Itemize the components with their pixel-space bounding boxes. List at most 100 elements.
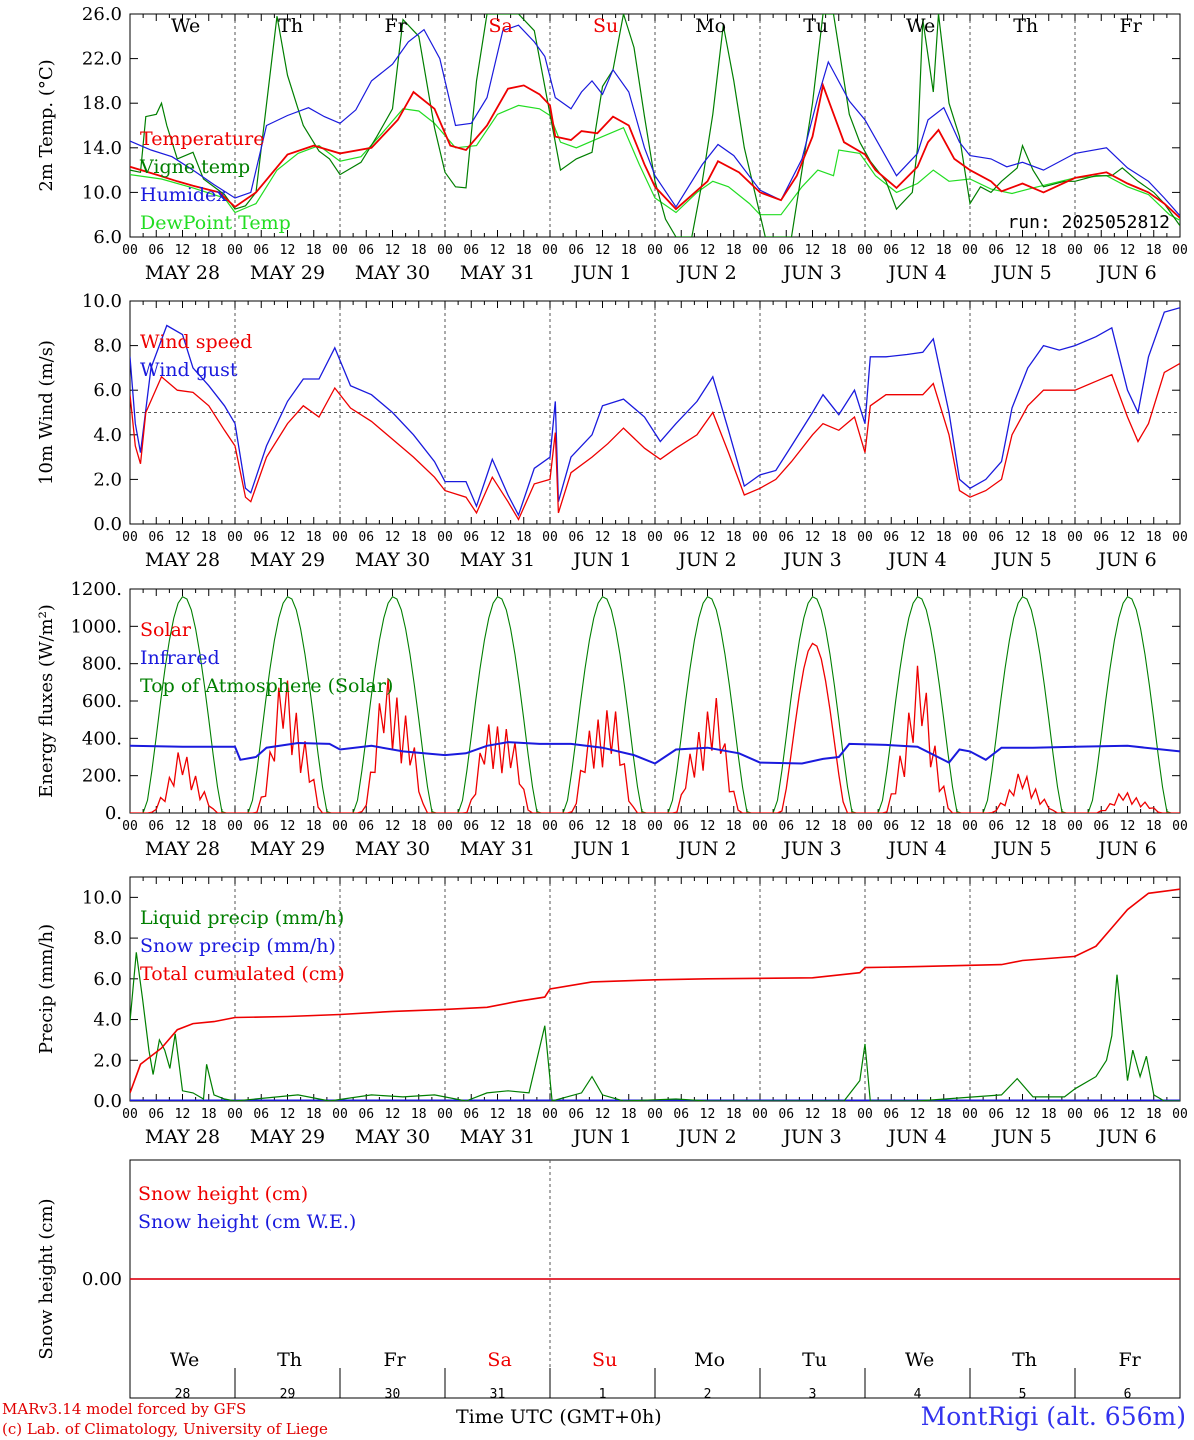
day-number: 5 [1019, 1387, 1027, 1402]
hour-label: 06 [568, 819, 584, 834]
hour-label: 12 [805, 530, 821, 545]
hour-label: 12 [595, 243, 611, 258]
run-annotation: run: 2025052812 [1007, 212, 1170, 233]
day-number: 3 [809, 1387, 817, 1402]
hour-label: 00 [122, 530, 138, 545]
hour-label: 06 [883, 819, 899, 834]
hour-label: 06 [358, 530, 374, 545]
hour-label: 00 [647, 1107, 663, 1122]
hour-label: 12 [280, 243, 296, 258]
hour-label: 12 [700, 243, 716, 258]
day-number: 2 [704, 1387, 712, 1402]
day-name: Th [278, 15, 303, 37]
hour-label: 00 [542, 530, 558, 545]
hour-label: 18 [726, 1107, 742, 1122]
y-tick-label: 22.0 [82, 49, 122, 70]
hour-label: 12 [385, 530, 401, 545]
legend-entry: Snow height (cm) [138, 1183, 308, 1205]
date-label: JUN 1 [571, 549, 631, 571]
hour-label: 00 [332, 1107, 348, 1122]
hour-label: 12 [1015, 819, 1031, 834]
hour-label: 18 [1041, 243, 1057, 258]
y-tick-label: 2.0 [93, 1050, 122, 1071]
hour-label: 18 [1041, 1107, 1057, 1122]
date-label: MAY 28 [145, 1126, 220, 1148]
y-tick-label: 400. [82, 728, 122, 749]
y-tick-label: 6.0 [93, 969, 122, 990]
hour-label: 00 [437, 819, 453, 834]
hour-label: 00 [647, 243, 663, 258]
hour-label: 18 [306, 243, 322, 258]
hour-label: 18 [936, 1107, 952, 1122]
y-tick-label: 18.0 [82, 93, 122, 114]
day-name: Th [1012, 1349, 1037, 1371]
day-number: 28 [175, 1387, 191, 1402]
hour-label: 06 [673, 1107, 689, 1122]
hour-label: 18 [1146, 530, 1162, 545]
date-label: JUN 4 [886, 549, 946, 571]
hour-label: 00 [437, 530, 453, 545]
hour-label: 06 [1093, 1107, 1109, 1122]
hour-label: 12 [1120, 243, 1136, 258]
hour-label: 12 [385, 1107, 401, 1122]
hour-label: 18 [621, 530, 637, 545]
hour-label: 12 [700, 530, 716, 545]
series-humidex [130, 24, 1180, 217]
model-credit: MARv3.14 model forced by GFS [2, 1400, 247, 1418]
date-label: MAY 28 [145, 262, 220, 284]
date-label: JUN 2 [676, 262, 736, 284]
hour-label: 12 [385, 819, 401, 834]
legend-entry: Snow precip (mm/h) [140, 935, 336, 957]
series-wind-speed [130, 362, 1180, 521]
hour-label: 00 [857, 530, 873, 545]
date-label: JUN 5 [991, 262, 1051, 284]
hour-label: 12 [595, 819, 611, 834]
hour-label: 06 [463, 819, 479, 834]
hour-label: 12 [805, 1107, 821, 1122]
y-tick-label: 14.0 [82, 138, 122, 159]
series-total-cumulated [130, 888, 1180, 1094]
hour-label: 12 [595, 1107, 611, 1122]
hour-label: 18 [1146, 243, 1162, 258]
hour-label: 00 [542, 819, 558, 834]
hour-label: 06 [673, 530, 689, 545]
hour-label: 18 [936, 243, 952, 258]
hour-label: 12 [490, 819, 506, 834]
hour-label: 00 [962, 243, 978, 258]
y-tick-label: 0.00 [82, 1269, 122, 1290]
y-axis-title: Energy fluxes (W/m²) [36, 604, 57, 798]
hour-label: 06 [253, 243, 269, 258]
hour-label: 06 [358, 819, 374, 834]
hour-label: 18 [726, 819, 742, 834]
hour-label: 00 [122, 819, 138, 834]
day-name: Fr [385, 15, 408, 37]
hour-label: 18 [201, 243, 217, 258]
hour-label: 12 [595, 530, 611, 545]
date-label: MAY 31 [460, 549, 535, 571]
hour-label: 00 [752, 243, 768, 258]
hour-label: 12 [280, 530, 296, 545]
date-label: MAY 28 [145, 549, 220, 571]
date-label: JUN 4 [886, 838, 946, 860]
hour-label: 00 [1067, 530, 1083, 545]
hour-label: 18 [621, 243, 637, 258]
hour-label: 18 [1041, 530, 1057, 545]
hour-label: 00 [1067, 1107, 1083, 1122]
legend-entry: Snow height (cm W.E.) [138, 1211, 356, 1233]
lab-credit: (c) Lab. of Climatology, University of L… [2, 1420, 328, 1438]
y-tick-label: 8.0 [93, 336, 122, 357]
hour-label: 12 [1015, 1107, 1031, 1122]
hour-label: 00 [332, 243, 348, 258]
hour-label: 06 [148, 530, 164, 545]
hour-label: 18 [201, 530, 217, 545]
hour-label: 18 [831, 530, 847, 545]
hour-label: 06 [988, 1107, 1004, 1122]
hour-label: 00 [962, 819, 978, 834]
day-name: Th [277, 1349, 302, 1371]
date-label: MAY 30 [355, 1126, 430, 1148]
date-label: MAY 31 [460, 262, 535, 284]
series-vigne-temp [130, 14, 1180, 237]
hour-label: 12 [175, 1107, 191, 1122]
panel-4: 0.0 2.0 4.0 6.0 8.0 10.0 Precip (mm/h) 00 06 12 18… [36, 876, 1188, 1148]
date-label: MAY 29 [250, 1126, 325, 1148]
